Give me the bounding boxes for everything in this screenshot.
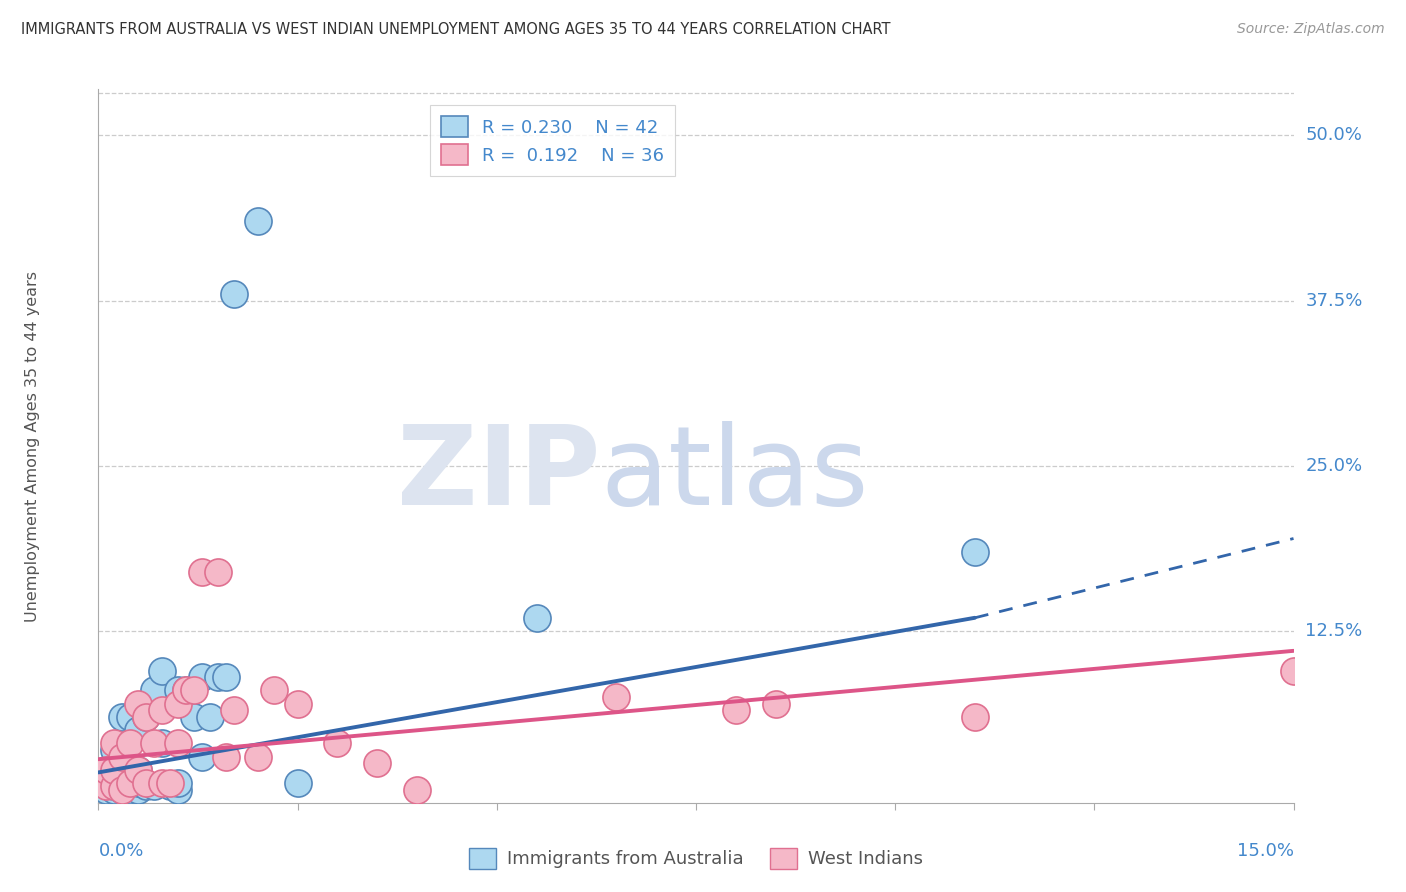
Point [724, 703, 747, 717]
Text: 12.5%: 12.5% [1305, 622, 1362, 640]
Point [143, 779, 166, 793]
Point [143, 736, 166, 750]
Point [103, 756, 125, 771]
Point [111, 782, 134, 797]
Point [191, 565, 214, 579]
Point [159, 779, 181, 793]
Point [96, 776, 118, 790]
Point [120, 710, 142, 724]
Point [127, 776, 149, 790]
Point [167, 697, 190, 711]
Point [191, 749, 214, 764]
Point [96, 763, 118, 777]
Point [127, 782, 149, 797]
Text: Unemployment Among Ages 35 to 44 years: Unemployment Among Ages 35 to 44 years [25, 270, 41, 622]
Point [174, 683, 197, 698]
Text: 0.0%: 0.0% [98, 842, 143, 860]
Point [150, 703, 173, 717]
Point [406, 782, 429, 797]
Point [326, 736, 349, 750]
Point [135, 776, 157, 790]
Point [183, 710, 205, 724]
Point [111, 710, 134, 724]
Point [222, 287, 245, 301]
Point [127, 763, 149, 777]
Point [246, 214, 269, 228]
Point [127, 723, 149, 738]
Point [1282, 664, 1305, 678]
Point [120, 736, 142, 750]
Point [111, 769, 134, 783]
Point [103, 763, 125, 777]
Point [103, 743, 125, 757]
Point [111, 749, 134, 764]
Point [167, 782, 190, 797]
Point [150, 736, 173, 750]
Point [287, 697, 309, 711]
Point [526, 611, 548, 625]
Point [120, 782, 142, 797]
Point [263, 683, 285, 698]
Point [215, 749, 238, 764]
Point [963, 545, 986, 559]
Point [222, 703, 245, 717]
Point [605, 690, 627, 704]
Point [366, 756, 388, 771]
Point [103, 782, 125, 797]
Text: atlas: atlas [600, 421, 869, 528]
Point [143, 683, 166, 698]
Text: 15.0%: 15.0% [1236, 842, 1294, 860]
Point [111, 776, 134, 790]
Point [246, 749, 269, 764]
Point [183, 683, 205, 698]
Point [174, 683, 197, 698]
Point [96, 763, 118, 777]
Point [287, 776, 309, 790]
Text: 50.0%: 50.0% [1305, 127, 1362, 145]
Text: 25.0%: 25.0% [1305, 457, 1362, 475]
Point [159, 776, 181, 790]
Point [120, 776, 142, 790]
Point [150, 776, 173, 790]
Point [135, 779, 157, 793]
Point [96, 782, 118, 797]
Legend: Immigrants from Australia, West Indians: Immigrants from Australia, West Indians [461, 840, 931, 876]
Point [167, 736, 190, 750]
Point [765, 697, 787, 711]
Point [103, 779, 125, 793]
Point [111, 749, 134, 764]
Point [103, 779, 125, 793]
Point [135, 710, 157, 724]
Point [120, 776, 142, 790]
Point [127, 697, 149, 711]
Point [207, 670, 229, 684]
Point [207, 565, 229, 579]
Point [198, 710, 221, 724]
Point [96, 779, 118, 793]
Text: ZIP: ZIP [396, 421, 600, 528]
Point [215, 670, 238, 684]
Point [167, 776, 190, 790]
Point [963, 710, 986, 724]
Text: Source: ZipAtlas.com: Source: ZipAtlas.com [1237, 22, 1385, 37]
Point [103, 736, 125, 750]
Point [127, 763, 149, 777]
Point [150, 664, 173, 678]
Text: 37.5%: 37.5% [1305, 292, 1362, 310]
Point [103, 769, 125, 783]
Point [191, 670, 214, 684]
Point [135, 710, 157, 724]
Point [167, 683, 190, 698]
Point [111, 782, 134, 797]
Text: IMMIGRANTS FROM AUSTRALIA VS WEST INDIAN UNEMPLOYMENT AMONG AGES 35 TO 44 YEARS : IMMIGRANTS FROM AUSTRALIA VS WEST INDIAN… [21, 22, 890, 37]
